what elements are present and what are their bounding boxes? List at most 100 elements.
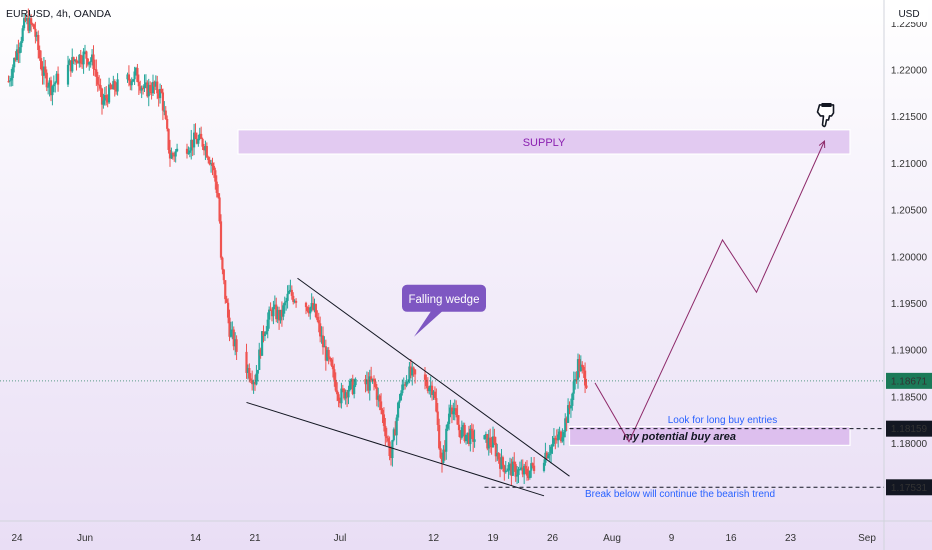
current-price-label: 1.18671 <box>891 376 928 387</box>
candle-body <box>134 67 138 72</box>
candle-body <box>246 367 250 373</box>
candle-body <box>387 438 390 442</box>
candle-body <box>367 379 370 391</box>
candle-body <box>141 87 145 89</box>
candle-body <box>290 289 293 296</box>
zone-supply[interactable] <box>237 129 851 155</box>
projection-path[interactable] <box>594 140 825 443</box>
candle-body <box>78 54 81 64</box>
candle-body <box>521 467 524 475</box>
candle-body <box>136 67 139 82</box>
candle-body <box>364 379 367 385</box>
price-axis[interactable]: 1.18159 1.17531 1.18671 1.22500 1.22000 1.215… <box>886 19 932 496</box>
candle-body <box>222 269 225 281</box>
candle-body <box>175 148 179 152</box>
candle-body <box>412 367 415 370</box>
candle-body <box>294 300 298 303</box>
falling-wedge-callout[interactable]: Falling wedge <box>402 284 486 337</box>
candle-body <box>245 351 248 373</box>
candle-body <box>520 467 523 470</box>
candle-body <box>470 428 473 431</box>
marked-level-tag <box>886 479 932 496</box>
candle-body <box>115 89 118 92</box>
candle-body <box>279 309 282 321</box>
candle-body <box>228 317 231 337</box>
candle-body <box>185 148 189 154</box>
candle-body <box>320 335 323 337</box>
time-tick-label: Sep <box>858 533 876 544</box>
candle-body <box>384 425 387 437</box>
candle-body <box>68 60 71 65</box>
candle-body <box>377 395 380 400</box>
candles-layer <box>7 8 588 486</box>
candle-body <box>18 47 21 54</box>
wedge-line-upper[interactable] <box>297 277 570 477</box>
candle-body <box>511 461 514 476</box>
candle-body <box>85 51 88 59</box>
candle-body <box>202 146 206 151</box>
candle-body <box>443 449 446 452</box>
candle-body <box>423 374 427 380</box>
candle-body <box>221 257 224 270</box>
candle-body <box>219 221 223 258</box>
candle-body <box>21 28 24 42</box>
candle-body <box>11 67 14 79</box>
candle-body <box>462 424 465 428</box>
candle-body <box>313 304 316 310</box>
candle-body <box>258 349 261 370</box>
candle-body <box>168 149 172 159</box>
candle-body <box>24 18 27 21</box>
candle-body <box>55 73 58 83</box>
candle-body <box>195 138 199 144</box>
candle-body <box>106 98 109 103</box>
candle-body <box>208 160 211 165</box>
candle-body <box>440 457 444 463</box>
candle-body <box>394 429 397 436</box>
candle-body <box>51 86 54 96</box>
candle-body <box>252 382 255 385</box>
candle-body <box>153 81 156 87</box>
currency-box[interactable] <box>890 4 928 22</box>
candle-body <box>575 379 578 381</box>
candle-body <box>491 436 495 448</box>
candle-body <box>73 59 77 62</box>
candle-body <box>45 72 48 88</box>
candle-body <box>37 34 40 51</box>
candle-body <box>428 387 431 392</box>
candle-body <box>347 389 350 398</box>
wedge-line-lower[interactable] <box>246 401 545 497</box>
candle-body <box>214 170 217 182</box>
candle-body <box>490 445 493 448</box>
time-axis[interactable]: 24 Jun 14 21 Jul 12 19 26 Aug 9 16 23 Sep <box>11 533 876 544</box>
candle-body <box>518 469 522 471</box>
candle-body <box>140 87 143 91</box>
candle-body <box>340 388 343 404</box>
price-tick-label: 1.18000 <box>891 439 928 450</box>
candle-body <box>398 400 401 403</box>
candle-body <box>337 394 340 401</box>
candle-body <box>381 409 384 415</box>
candle-body <box>457 424 461 431</box>
zone-buy-area[interactable] <box>568 426 851 446</box>
candle-body <box>54 82 57 85</box>
candle-body <box>370 376 373 381</box>
projection-arrowhead <box>818 139 826 148</box>
candle-body <box>408 366 411 382</box>
candle-body <box>453 408 456 412</box>
candle-body <box>307 310 310 314</box>
candle-body <box>192 132 196 148</box>
candle-body <box>429 385 432 388</box>
candle-body <box>564 418 567 433</box>
candle-body <box>72 57 75 62</box>
current-price-tag <box>886 372 932 389</box>
candle-body <box>52 84 55 87</box>
candle-body <box>507 464 510 471</box>
candle-body <box>508 463 512 465</box>
candle-body <box>497 452 500 460</box>
candle-body <box>473 439 476 442</box>
candle-body <box>411 367 414 376</box>
candle-body <box>49 80 53 96</box>
candle-body <box>311 303 315 310</box>
time-tick-label: Jul <box>334 533 347 544</box>
